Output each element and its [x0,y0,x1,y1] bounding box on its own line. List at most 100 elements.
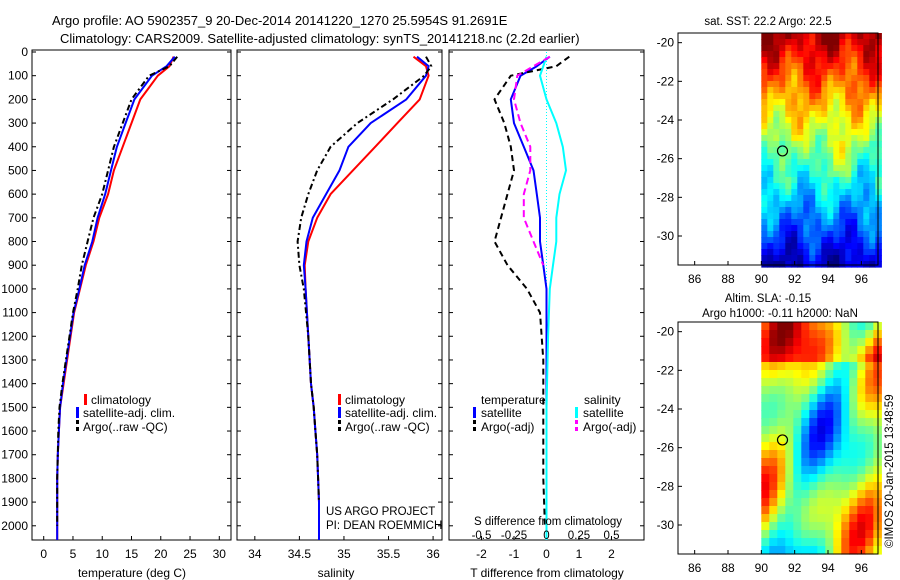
heatmap-cell [841,546,850,555]
heatmap-cell [777,482,786,491]
heatmap-cell [839,117,846,124]
heatmap-cell [777,426,786,435]
heatmap-cell [827,123,834,130]
heatmap-cell [851,99,858,106]
heatmap-cell [777,410,786,419]
heatmap-cell [857,346,866,355]
heatmap-cell [827,219,834,226]
heatmap-cell [851,75,858,82]
heatmap-cell [849,426,858,435]
heatmap-cell [869,63,876,70]
heatmap-cell [821,225,828,232]
heatmap-cell [769,434,778,443]
heatmap-cell [869,147,876,154]
heatmap-cell [815,159,822,166]
heatmap-cell [857,135,864,142]
heatmap-cell [791,249,798,256]
heatmap-cell [803,165,810,172]
heatmap-cell [817,346,826,355]
heatmap-cell [857,474,866,483]
heatmap-cell [801,546,810,555]
heatmap-cell [801,362,810,371]
heatmap-cell [785,402,794,411]
heatmap-cell [869,231,876,238]
heatmap-cell [773,243,780,250]
heatmap-cell [851,33,858,40]
heatmap-cell [833,39,840,46]
heatmap-cell [773,117,780,124]
heatmap-cell [801,442,810,451]
heatmap-cell [845,129,852,136]
heatmap-cell [803,177,810,184]
depth-tick-label: 1500 [1,400,28,414]
heatmap-cell [863,51,870,58]
heatmap-cell [857,63,864,70]
heatmap-cell [851,165,858,172]
heatmap-cell [779,33,786,40]
heatmap-cell [769,402,778,411]
heatmap-cell [869,195,876,202]
heatmap-cell [797,105,804,112]
heatmap-cell [803,249,810,256]
depth-tick-label: 1600 [1,424,28,438]
heatmap-cell [797,159,804,166]
heatmap-cell [809,111,816,118]
heatmap-cell [821,45,828,52]
heatmap-cell [875,201,882,208]
heatmap-cell [803,147,810,154]
heatmap-cell [851,159,858,166]
heatmap-cell [809,219,816,226]
heatmap-cell [865,338,874,347]
heatmap-cell [767,201,774,208]
heatmap-cell [827,159,834,166]
heatmap-cell [797,195,804,202]
heatmap-cell [793,410,802,419]
heatmap-cell [833,159,840,166]
heatmap-cell [815,177,822,184]
heatmap-cell [769,490,778,499]
heatmap-cell [821,159,828,166]
heatmap-cell [821,99,828,106]
heatmap-cell [851,135,858,142]
heatmap-cell [869,243,876,250]
heatmap-cell [803,63,810,70]
heatmap-cell [825,370,834,379]
sst-heatmap [761,33,882,268]
heatmap-cell [833,482,842,491]
heatmap-cell [833,105,840,112]
heatmap-cell [761,338,770,347]
heatmap-cell [825,442,834,451]
heatmap-cell [865,482,874,491]
sla-map-title-line2: Argo h1000: -0.11 h2000: NaN [702,308,858,320]
heatmap-cell [869,171,876,178]
heatmap-cell [839,69,846,76]
heatmap-cell [773,255,780,262]
heatmap-cell [821,231,828,238]
heatmap-cell [809,117,816,124]
heatmap-cell [817,330,826,339]
heatmap-cell [801,410,810,419]
heatmap-cell [849,402,858,411]
heatmap-cell [777,506,786,515]
heatmap-cell [875,183,882,190]
heatmap-cell [761,498,770,507]
heatmap-cell [865,410,874,419]
heatmap-cell [833,195,840,202]
heatmap-cell [767,225,774,232]
heatmap-cell [773,189,780,196]
heatmap-cell [801,530,810,539]
heatmap-cell [777,458,786,467]
heatmap-cell [779,93,786,100]
heatmap-cell [833,442,842,451]
heatmap-cell [857,386,866,395]
heatmap-cell [827,201,834,208]
heatmap-cell [833,402,842,411]
heatmap-cell [857,466,866,475]
legend-t-satellite: satellite [481,406,522,420]
difference-series [493,52,570,540]
heatmap-cell [875,153,882,160]
heatmap-cell [863,105,870,112]
heatmap-cell [815,147,822,154]
heatmap-cell [761,346,770,355]
heatmap-cell [797,189,804,196]
